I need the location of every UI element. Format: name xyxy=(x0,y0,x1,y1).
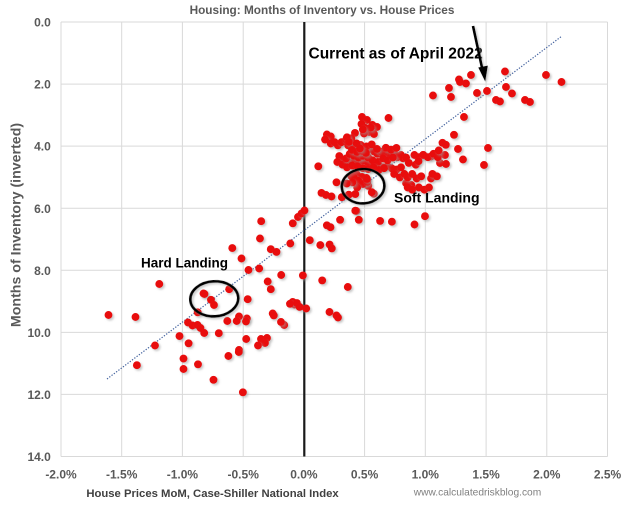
svg-text:Hard Landing: Hard Landing xyxy=(141,256,228,271)
svg-text:1.5%: 1.5% xyxy=(472,468,500,482)
svg-text:-2.0%: -2.0% xyxy=(45,468,77,482)
svg-text:2.0: 2.0 xyxy=(34,78,51,92)
svg-text:Months of Inventory (inverted): Months of Inventory (inverted) xyxy=(8,123,24,327)
svg-text:8.0: 8.0 xyxy=(34,264,51,278)
svg-text:2.0%: 2.0% xyxy=(533,468,561,482)
svg-text:-1.0%: -1.0% xyxy=(167,468,199,482)
svg-text:Soft Landing: Soft Landing xyxy=(394,190,480,206)
svg-text:12.0: 12.0 xyxy=(27,388,51,402)
svg-text:Housing: Months of Inventory v: Housing: Months of Inventory vs. House P… xyxy=(190,3,455,17)
svg-text:www.calculatedriskblog.com: www.calculatedriskblog.com xyxy=(413,488,541,499)
svg-text:2.5%: 2.5% xyxy=(594,468,622,482)
svg-text:-1.5%: -1.5% xyxy=(106,468,138,482)
svg-text:0.0: 0.0 xyxy=(34,16,51,30)
svg-text:0.5%: 0.5% xyxy=(351,468,379,482)
svg-text:House Prices MoM, Case-Shiller: House Prices MoM, Case-Shiller National … xyxy=(86,488,339,500)
svg-text:10.0: 10.0 xyxy=(27,326,51,340)
svg-text:0.0%: 0.0% xyxy=(290,468,318,482)
svg-text:14.0: 14.0 xyxy=(27,450,51,464)
svg-text:6.0: 6.0 xyxy=(34,202,51,216)
svg-text:Current as of April 2022: Current as of April 2022 xyxy=(309,46,483,63)
svg-text:-0.5%: -0.5% xyxy=(228,468,260,482)
svg-text:1.0%: 1.0% xyxy=(412,468,440,482)
svg-text:4.0: 4.0 xyxy=(34,140,51,154)
